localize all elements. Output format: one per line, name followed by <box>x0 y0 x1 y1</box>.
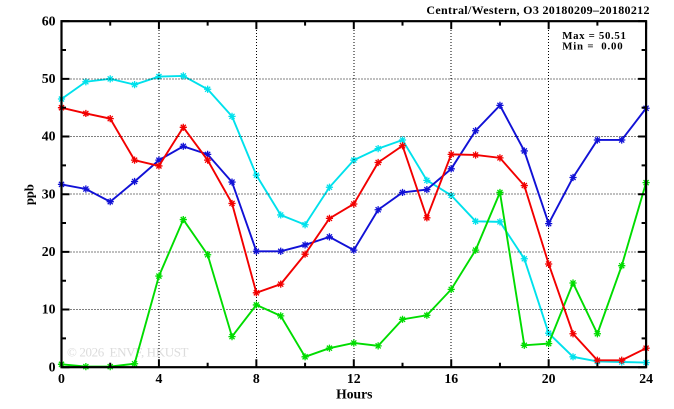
svg-text:© 2026 ENVF, HKUST: © 2026 ENVF, HKUST <box>67 344 189 359</box>
svg-text:24: 24 <box>639 371 653 386</box>
svg-text:16: 16 <box>444 371 458 386</box>
svg-text:60: 60 <box>42 13 56 28</box>
svg-text:12: 12 <box>347 371 361 386</box>
svg-text:20: 20 <box>542 371 556 386</box>
svg-text:50: 50 <box>42 71 56 86</box>
svg-text:8: 8 <box>253 371 260 386</box>
svg-text:10: 10 <box>42 302 56 317</box>
svg-text:ppb: ppb <box>23 184 37 205</box>
svg-text:0: 0 <box>58 371 65 386</box>
svg-text:Hours: Hours <box>336 386 372 401</box>
svg-text:Central/Western, O3 20180209–2: Central/Western, O3 20180209–20180212 <box>426 3 649 17</box>
svg-text:Min = 0.00: Min = 0.00 <box>562 40 622 52</box>
svg-text:4: 4 <box>155 371 162 386</box>
svg-text:30: 30 <box>42 186 56 201</box>
svg-text:20: 20 <box>42 244 56 259</box>
svg-text:40: 40 <box>42 129 56 144</box>
svg-text:0: 0 <box>49 359 56 374</box>
svg-text:Max = 50.51: Max = 50.51 <box>562 30 626 42</box>
